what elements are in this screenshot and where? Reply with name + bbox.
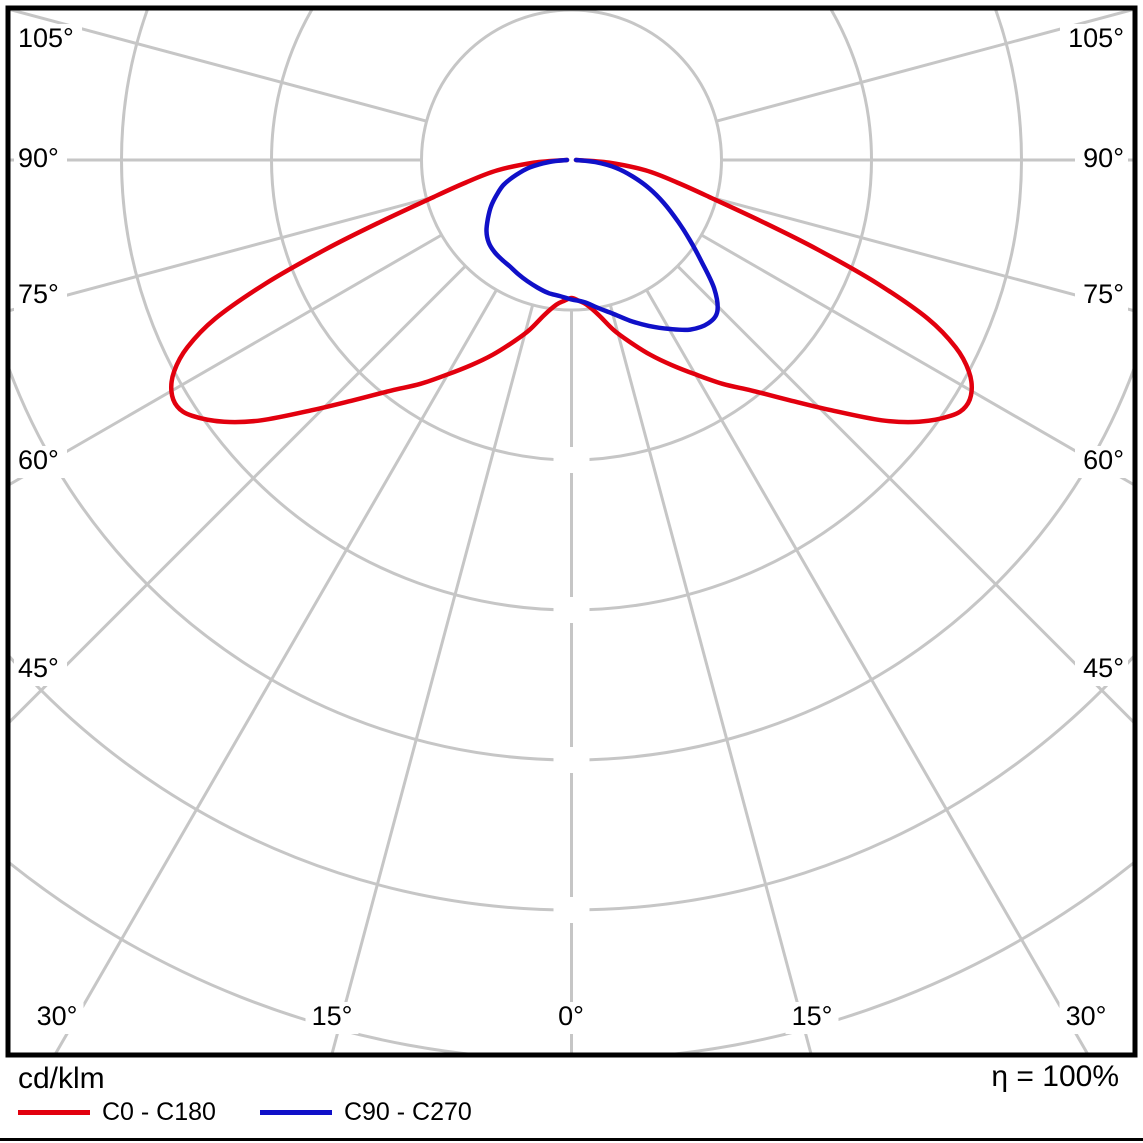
legend-swatch-c90-c270-icon [259,1110,332,1115]
angle-label: 105° [18,23,74,53]
chart-frame-border [5,5,1138,1058]
angle-labels: 105° 90° 75° 60° 45° 105° 90° 75° 60° 45° 30° 15° 0°… [14,23,1128,1034]
bottom-divider [0,1138,1143,1141]
angle-label: 60° [1083,445,1124,475]
polar-grid [10,10,1133,1054]
angle-label: 90° [1083,143,1124,173]
angle-label: 75° [1083,279,1124,309]
curve-c90-c270 [484,157,720,333]
legend-swatch-c0-c180-icon [18,1110,90,1115]
polar-chart: 105° 90° 75° 60° 45° 105° 90° 75° 60° 45° 30° 15° 0°… [5,5,1138,1058]
unit-label: cd/klm [18,1062,105,1095]
angle-label: 90° [18,143,59,173]
plot-area [10,10,1133,1054]
angle-label: 105° [1068,23,1124,53]
angle-label: 30° [37,1001,78,1031]
angle-label: 15° [792,1001,833,1031]
angle-label: 45° [1083,653,1124,683]
angle-label: 75° [18,279,59,309]
efficiency-label: η = 100% [991,1060,1119,1093]
legend-label-c0-c180: C0 - C180 [102,1098,216,1126]
angle-label: 60° [18,445,59,475]
legend: C0 - C180 C90 - C270 [18,1098,472,1127]
angle-label: 30° [1066,1001,1107,1031]
angle-label: 0° [558,1001,584,1031]
legend-item-c0-c180: C0 - C180 [18,1098,216,1127]
angle-label: 45° [18,653,59,683]
angle-label: 15° [312,1001,353,1031]
legend-item-c90-c270: C90 - C270 [259,1098,472,1127]
legend-label-c90-c270: C90 - C270 [343,1098,472,1126]
